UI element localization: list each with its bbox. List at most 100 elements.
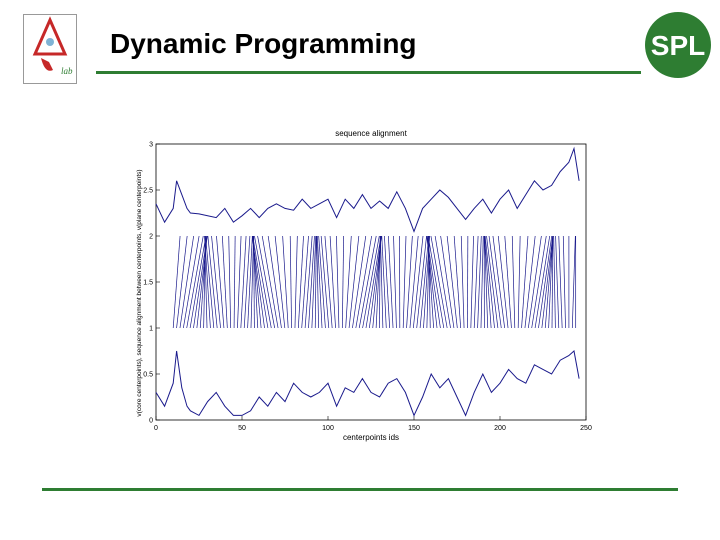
- alignment-line: [240, 235, 247, 329]
- alignment-line: [409, 235, 419, 329]
- alignment-line: [341, 235, 345, 329]
- alignment-line: [355, 235, 372, 329]
- alignment-line: [336, 235, 340, 329]
- y-tick-label: 3: [149, 142, 153, 149]
- lab-logo-frame: [23, 14, 77, 84]
- alignment-line: [406, 235, 413, 329]
- alignment-line: [553, 235, 556, 329]
- alignment-line: [440, 235, 455, 329]
- alignment-line: [453, 235, 462, 329]
- alignment-line: [294, 235, 298, 329]
- alignment-line: [304, 235, 313, 329]
- lab-logo-text: lab: [61, 66, 73, 76]
- alignment-line: [416, 235, 427, 329]
- alignment-line: [434, 235, 451, 329]
- alignment-line: [172, 235, 181, 329]
- alignment-line: [531, 235, 547, 329]
- y-axis-label: v(core centerpoints), sequence alignment…: [136, 169, 143, 416]
- alignment-line: [250, 235, 254, 329]
- alignment-line: [558, 235, 563, 329]
- alignment-line: [504, 235, 512, 329]
- alignment-line: [534, 235, 551, 329]
- alignment-line: [521, 235, 529, 329]
- alignment-line: [204, 235, 208, 329]
- chart-axes: [155, 143, 587, 421]
- y-tick-label: 0: [149, 418, 153, 425]
- alignment-line: [314, 235, 317, 329]
- alignment-line: [205, 235, 215, 329]
- alignment-line: [412, 235, 424, 329]
- alignment-chart: 0 0.5 1 1.5 2 2.5 3 0 50 100 150 200 250 sequence al…: [136, 129, 592, 442]
- alignment-line: [541, 235, 554, 329]
- alignment-line: [274, 235, 286, 329]
- alignment-line: [380, 235, 384, 329]
- alignment-line: [186, 235, 204, 329]
- lab-logo-circle: [46, 38, 54, 46]
- footer-divider: [42, 488, 678, 491]
- alignment-line: [204, 235, 211, 329]
- x-tick-label: 50: [238, 425, 246, 432]
- alignment-line: [488, 235, 502, 329]
- title-divider: [96, 71, 641, 74]
- alignment-lines: [172, 235, 577, 329]
- alignment-line: [251, 235, 265, 329]
- alignment-line: [562, 235, 566, 329]
- alignment-line: [486, 235, 499, 329]
- alignment-line: [388, 235, 394, 329]
- alignment-line: [419, 235, 430, 329]
- alignment-line: [381, 235, 387, 329]
- alignment-line: [352, 235, 367, 329]
- alignment-line: [430, 235, 448, 329]
- alignment-line: [544, 235, 554, 329]
- alignment-line: [228, 235, 232, 329]
- alignment-line: [233, 235, 236, 329]
- alignment-line: [176, 235, 188, 329]
- lab-logo: lab: [23, 14, 77, 84]
- alignment-line: [345, 235, 352, 329]
- alignment-line: [348, 235, 360, 329]
- alignment-line: [379, 235, 381, 329]
- alignment-line: [480, 235, 484, 329]
- alignment-line: [247, 235, 253, 329]
- slide-title: Dynamic Programming: [110, 28, 417, 59]
- alignment-line: [324, 235, 333, 329]
- alignment-line: [211, 235, 221, 329]
- alignment-line: [555, 235, 560, 329]
- alignment-line: [297, 235, 304, 329]
- series-line-upper: [155, 146, 580, 233]
- alignment-line: [261, 235, 279, 329]
- alignment-line: [446, 235, 458, 329]
- alignment-line: [538, 235, 553, 329]
- alignment-line: [484, 235, 495, 329]
- alignment-line: [316, 235, 319, 329]
- alignment-line: [402, 235, 407, 329]
- alignment-line: [551, 235, 554, 329]
- alignment-line: [243, 235, 251, 329]
- alignment-line: [257, 235, 276, 329]
- alignment-line: [470, 235, 474, 329]
- x-axis-label: centerpoints ids: [343, 433, 399, 442]
- lab-logo-swoosh: [41, 58, 53, 71]
- alignment-line: [365, 235, 382, 329]
- alignment-line: [318, 235, 326, 329]
- alignment-line: [511, 235, 516, 329]
- alignment-line: [222, 235, 228, 329]
- alignment-line: [329, 235, 336, 329]
- x-tick-label: 150: [408, 425, 420, 432]
- alignment-line: [207, 235, 218, 329]
- alignment-line: [484, 235, 492, 329]
- series-lines: [155, 146, 580, 417]
- alignment-line: [320, 235, 330, 329]
- alignment-line: [548, 235, 554, 329]
- x-tick-label: 200: [494, 425, 506, 432]
- y-tick-label: 1.5: [143, 280, 153, 287]
- alignment-line: [497, 235, 509, 329]
- alignment-line: [460, 235, 465, 329]
- alignment-line: [189, 235, 207, 329]
- alignment-line: [484, 235, 489, 329]
- alignment-line: [477, 235, 482, 329]
- alignment-line: [473, 235, 479, 329]
- alignment-line: [426, 235, 438, 329]
- alignment-line: [252, 235, 269, 329]
- alignment-line: [237, 235, 242, 329]
